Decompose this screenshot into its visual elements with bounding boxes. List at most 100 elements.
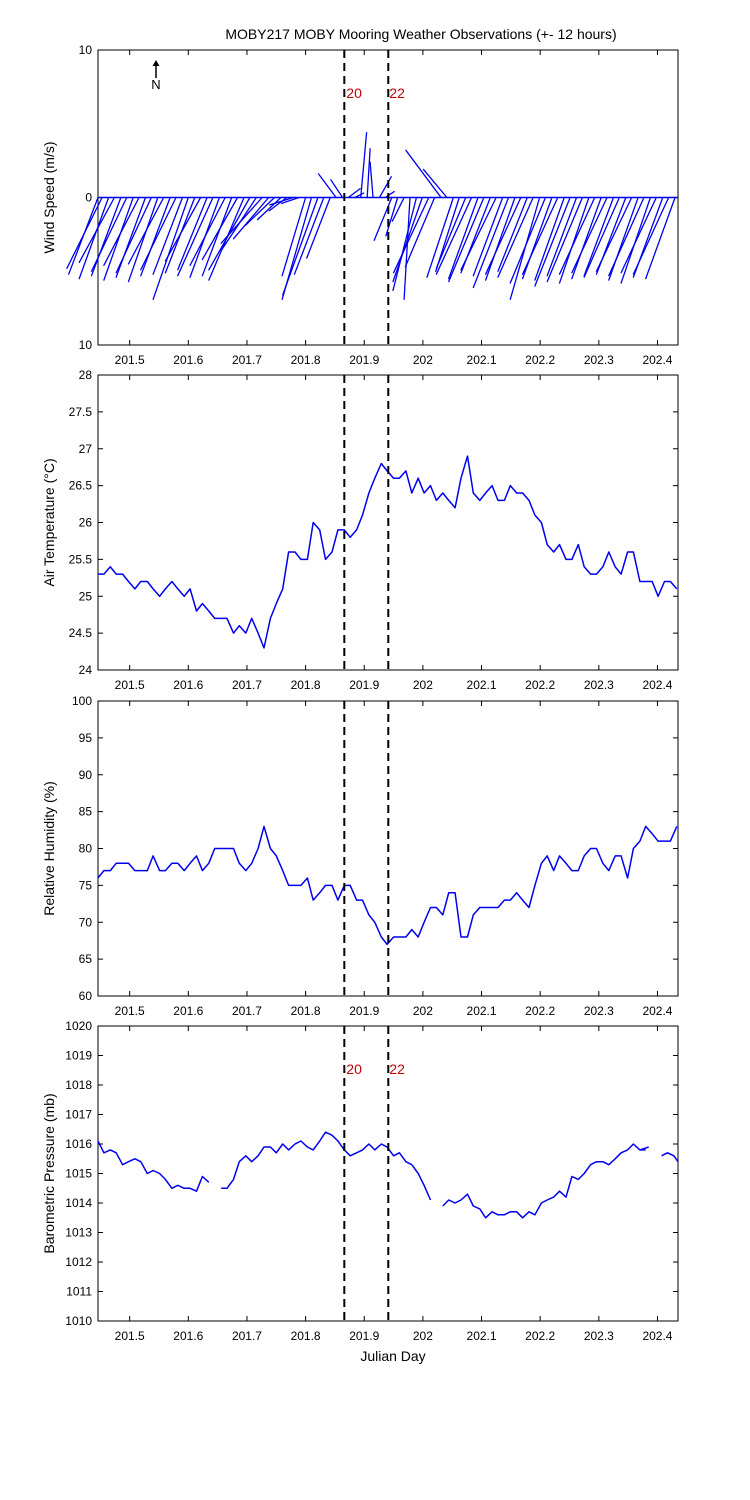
x-tick-label: 202: [413, 1004, 433, 1018]
y-tick-label: 1020: [65, 1019, 92, 1033]
wind-vector: [280, 196, 300, 205]
y-tick-label: 1010: [65, 1314, 92, 1328]
north-label: N: [151, 77, 160, 92]
y-tick-label: 95: [79, 731, 93, 745]
x-tick-label: 202.4: [642, 1004, 672, 1018]
x-tick-label: 202.2: [525, 353, 555, 367]
wind-vector: [330, 179, 344, 199]
x-tick-label: 201.8: [291, 353, 321, 367]
wind-vector: [392, 196, 418, 292]
y-tick-label: 65: [79, 952, 93, 966]
x-tick-label: 201.6: [173, 1004, 203, 1018]
wind-vector: [571, 196, 608, 274]
wind-vector: [571, 196, 602, 280]
y-tick-label: 26: [79, 516, 93, 530]
y-tick-label: 1012: [65, 1255, 92, 1269]
wind-vector: [435, 196, 467, 269]
wind-vector: [497, 196, 528, 272]
wind-vector: [354, 192, 365, 199]
y-tick-label: 28: [79, 368, 93, 382]
event-marker-label: 22: [389, 1061, 405, 1077]
wind-vector: [347, 187, 361, 199]
wind-vector: [127, 196, 159, 283]
y-tick-label: 85: [79, 805, 93, 819]
relative-humidity-panel: 201.5 201.6 201.7 201.8 201.9 202 202.1 202.2 20…: [41, 694, 679, 1018]
y-tick-label: 27: [79, 442, 93, 456]
wind-vector: [384, 190, 395, 199]
event-marker-label: 20: [346, 85, 362, 101]
wind-vector: [78, 196, 110, 280]
wind-vector: [140, 196, 177, 271]
wind-vector: [405, 149, 442, 199]
x-tick-label: 201.5: [115, 1329, 145, 1343]
x-tick-label: 201.6: [173, 678, 203, 692]
wind-vector: [140, 196, 171, 277]
y-tick-label: 1019: [65, 1049, 92, 1063]
x-tick-label: 202.1: [467, 1004, 497, 1018]
x-tick-label: 201.5: [115, 353, 145, 367]
y-tick-label: 27.5: [69, 405, 93, 419]
x-tick-label: 202.1: [467, 1329, 497, 1343]
wind-vector: [404, 196, 436, 268]
barometric-pressure-series-line: [221, 1131, 432, 1201]
wind-vector: [177, 196, 208, 271]
x-tick-label: 202.4: [642, 353, 672, 367]
wind-vector: [558, 196, 590, 284]
event-marker-label: 22: [389, 85, 405, 101]
y-tick-label: 90: [79, 768, 93, 782]
y-tick-label: 1016: [65, 1137, 92, 1151]
y-tick-label: 70: [79, 915, 93, 929]
wind-vector: [392, 196, 430, 274]
wind-vector: [632, 196, 670, 275]
wind-vector: [472, 196, 504, 277]
x-tick-label: 201.6: [173, 1329, 203, 1343]
wind-vector: [422, 168, 448, 199]
wind-vector: [115, 196, 147, 278]
y-tick-label: 26.5: [69, 479, 93, 493]
wind-vector: [317, 173, 337, 199]
wind-vector: [201, 196, 233, 277]
wind-vector: [385, 196, 399, 237]
wind-vector: [448, 196, 479, 280]
wind-vector: [90, 196, 122, 277]
x-tick-label: 202.3: [584, 678, 614, 692]
y-tick-label: 1017: [65, 1108, 92, 1122]
wind-vector: [509, 196, 547, 284]
x-tick-label: 202.4: [642, 678, 672, 692]
wind-vector: [521, 196, 559, 275]
wind-vector: [66, 196, 103, 269]
wind-vector: [103, 196, 140, 267]
wind-vector: [534, 196, 565, 281]
x-tick-label: 202.1: [467, 353, 497, 367]
wind-vector: [282, 196, 319, 296]
x-tick-label: 201.7: [232, 1004, 262, 1018]
y-tick-label: 24.5: [69, 626, 93, 640]
air-temperature-series-line: [98, 455, 678, 649]
wind-vector: [306, 196, 331, 259]
wind-vector: [484, 196, 516, 281]
y-tick-label: 100: [72, 694, 92, 708]
north-arrow-head: [152, 60, 160, 66]
wind-vector: [293, 196, 325, 275]
x-tick-label: 202.2: [525, 1004, 555, 1018]
wind-vector: [90, 196, 128, 272]
relative-humidity-y-axis-label: Relative Humidity (%): [41, 781, 57, 916]
event-marker-label: 20: [346, 1061, 362, 1077]
x-tick-label: 202.3: [584, 1329, 614, 1343]
wind-vector: [448, 196, 485, 283]
wind-vector: [366, 148, 371, 199]
wind-vector: [426, 196, 455, 278]
wind-vector: [201, 196, 239, 261]
wind-vector: [189, 196, 226, 267]
x-tick-label: 201.8: [291, 1329, 321, 1343]
wind-vector: [256, 196, 282, 221]
wind-vector: [360, 131, 368, 199]
wind-vector: [435, 196, 473, 275]
y-tick-label: 1013: [65, 1226, 92, 1240]
wind-vector: [620, 196, 657, 274]
y-tick-label: 24: [79, 663, 93, 677]
wind-vector: [497, 196, 534, 278]
wind-vector: [164, 196, 202, 262]
x-tick-label: 202: [413, 353, 433, 367]
x-tick-label: 201.7: [232, 1329, 262, 1343]
